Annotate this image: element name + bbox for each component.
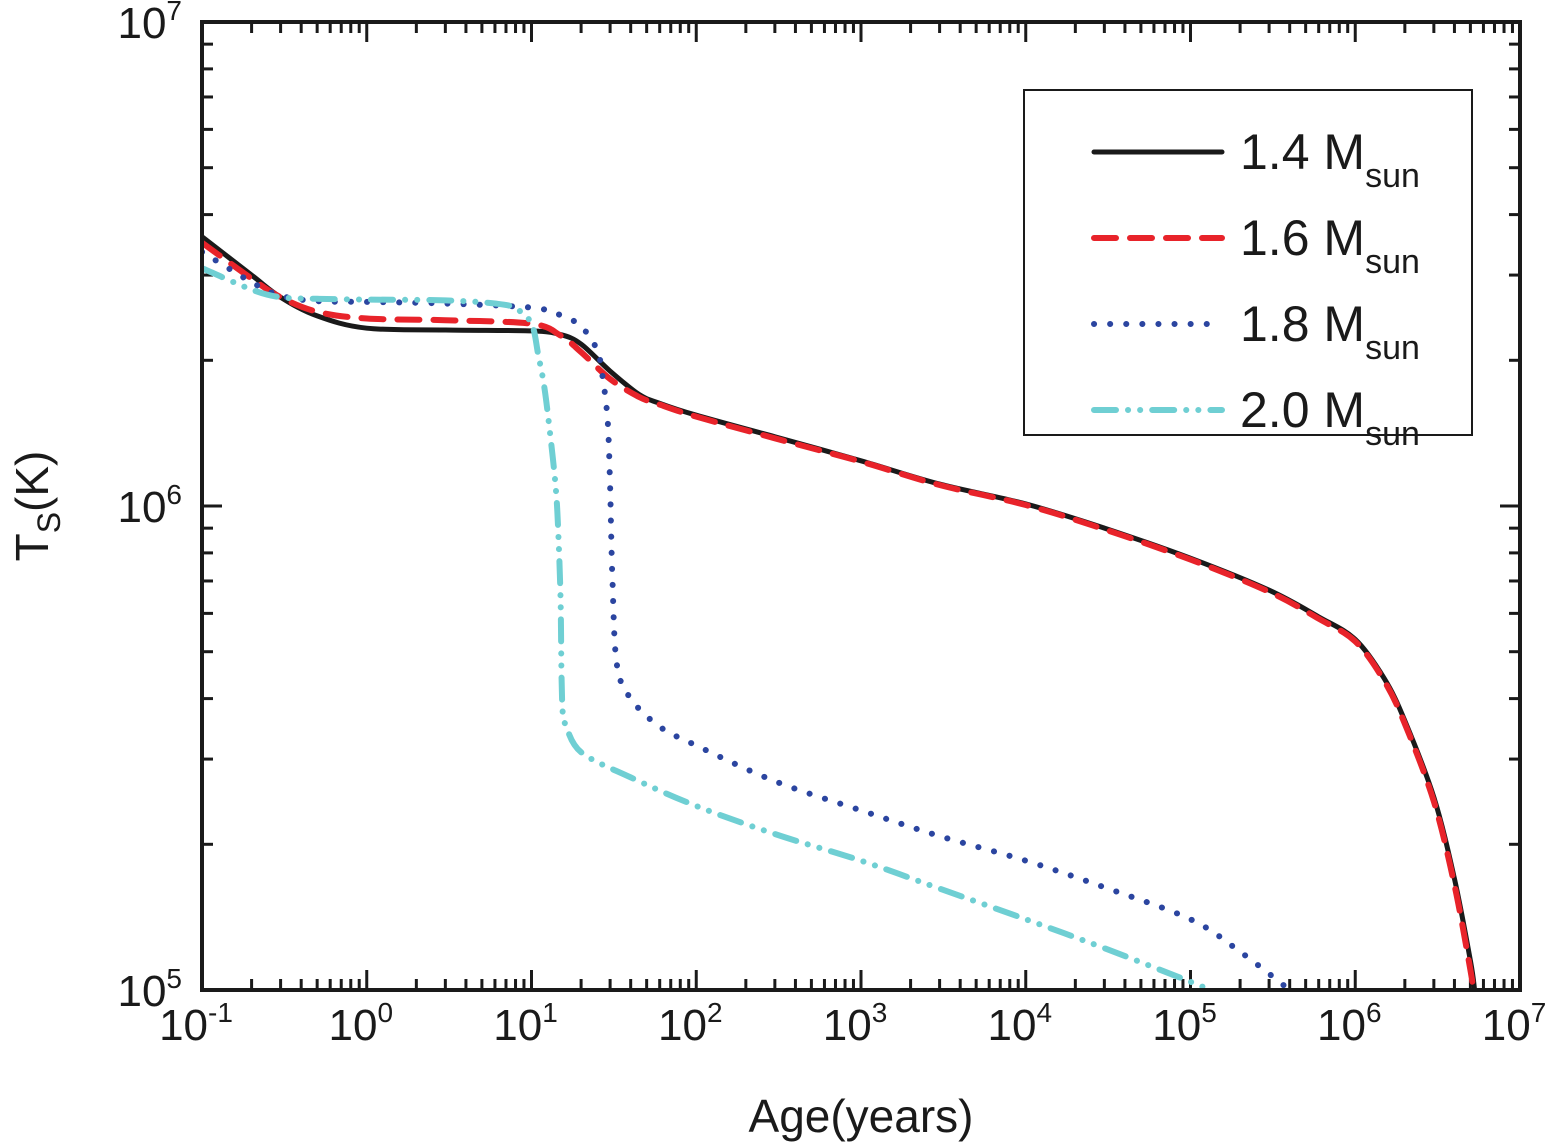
y-tick-label-base: 10 <box>117 0 166 48</box>
series-line-2 <box>202 248 1293 990</box>
y-tick-label-exp: 5 <box>166 963 182 994</box>
x-tick-label-exp: 5 <box>1201 997 1217 1028</box>
x-tick-label-base: 10 <box>1152 1001 1201 1050</box>
legend-label-name: 2.0 M <box>1240 382 1365 438</box>
series-line-0 <box>202 234 1478 990</box>
y-axis-title-main: T <box>6 533 58 561</box>
x-tick-label: 102 <box>658 997 723 1050</box>
x-tick-label-base: 10 <box>159 1001 208 1050</box>
y-tick-label: 107 <box>117 0 182 48</box>
x-tick-label: 103 <box>823 997 888 1050</box>
legend-label-name: 1.4 M <box>1240 124 1365 180</box>
x-tick-label-exp: 7 <box>1531 997 1547 1028</box>
legend-label-sub: sun <box>1365 243 1420 281</box>
x-tick-label-base: 10 <box>987 1001 1036 1050</box>
x-axis-title: Age(years) <box>749 1090 974 1142</box>
series-line-3 <box>202 265 1213 990</box>
x-tick-label: 105 <box>1152 997 1217 1050</box>
legend-label-sub: sun <box>1365 329 1420 367</box>
y-axis-title: TS(K) <box>6 451 67 562</box>
y-axis-title-unit: (K) <box>6 451 58 512</box>
legend-box <box>1023 89 1473 436</box>
y-tick-label-exp: 7 <box>166 0 182 26</box>
x-tick-label-base: 10 <box>328 1001 377 1050</box>
y-tick-label-base: 10 <box>117 967 166 1016</box>
y-axis-title-sub: S <box>31 512 67 533</box>
svg-text:TS(K): TS(K) <box>6 451 67 562</box>
x-tick-label-exp: 2 <box>707 997 723 1028</box>
x-tick-label-exp: 3 <box>872 997 888 1028</box>
plot-frame <box>200 20 1522 992</box>
x-tick-label-base: 10 <box>823 1001 872 1050</box>
x-tick-label: 101 <box>493 997 558 1050</box>
legend-label-name: 1.8 M <box>1240 296 1365 352</box>
x-tick-label: 106 <box>1317 997 1382 1050</box>
x-tick-label-base: 10 <box>1482 1001 1531 1050</box>
x-tick-label-exp: 0 <box>377 997 393 1028</box>
legend-label-name: 1.6 M <box>1240 210 1365 266</box>
x-tick-label: 104 <box>987 997 1052 1050</box>
legend-label-sub: sun <box>1365 157 1420 195</box>
x-tick-label: 10-1 <box>159 997 233 1050</box>
legend-label: 1.8 Msun <box>1240 296 1420 367</box>
x-tick-label-base: 10 <box>493 1001 542 1050</box>
y-tick-label-base: 10 <box>117 483 166 532</box>
y-tick-label: 105 <box>117 963 182 1016</box>
x-tick-label-base: 10 <box>658 1001 707 1050</box>
series-line-1 <box>202 239 1477 990</box>
y-tick-label-exp: 6 <box>166 479 182 510</box>
x-tick-label-exp: 4 <box>1036 997 1052 1028</box>
x-tick-label: 107 <box>1482 997 1547 1050</box>
x-tick-label-base: 10 <box>1317 1001 1366 1050</box>
legend-label: 2.0 Msun <box>1240 382 1420 453</box>
x-tick-labels: 10-1 100 101 102 103 104 105 106 107 <box>159 997 1546 1050</box>
legend-label: 1.6 Msun <box>1240 210 1420 281</box>
legend-label-sub: sun <box>1365 415 1420 453</box>
x-tick-label-exp: -1 <box>208 997 233 1028</box>
legend-label: 1.4 Msun <box>1240 124 1420 195</box>
x-tick-label-exp: 6 <box>1366 997 1382 1028</box>
y-tick-label: 106 <box>117 479 182 532</box>
x-tick-label-exp: 1 <box>542 997 558 1028</box>
series-group <box>202 234 1478 990</box>
x-tick-label: 100 <box>328 997 393 1050</box>
